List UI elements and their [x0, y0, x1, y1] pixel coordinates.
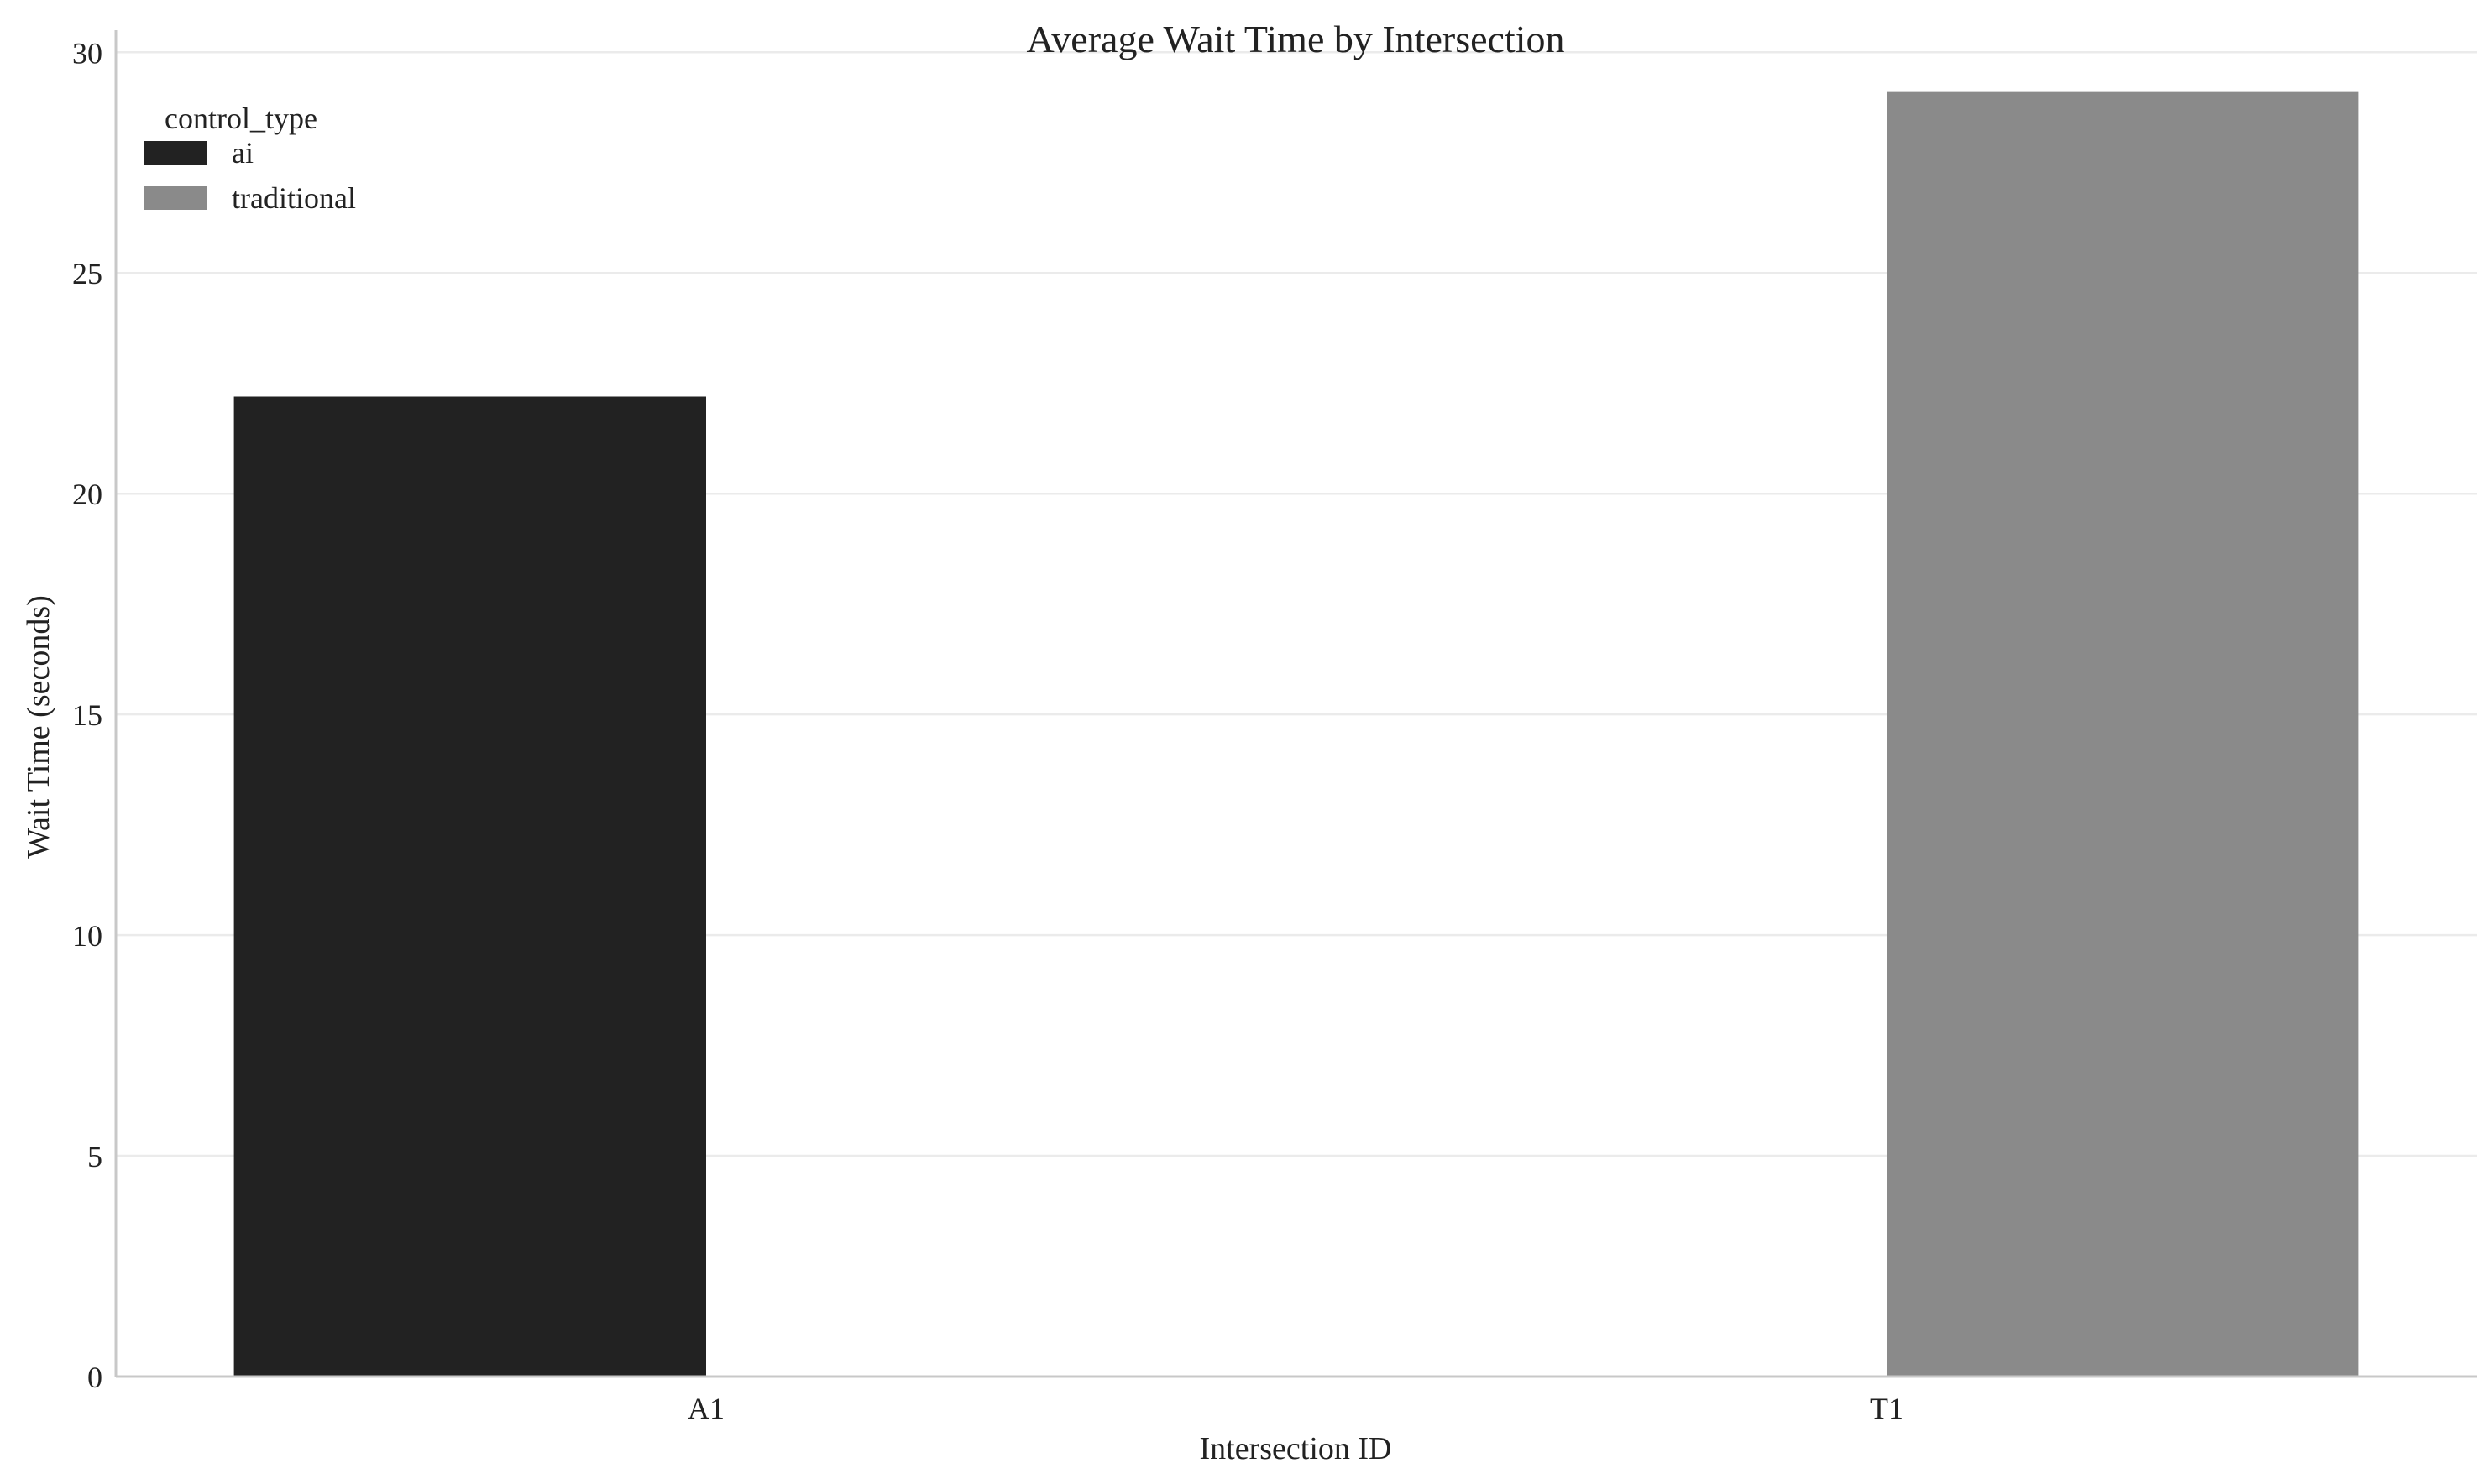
y-tick-label: 5 [87, 1140, 102, 1173]
bar-ai-A1 [233, 396, 707, 1377]
y-axis-label: Wait Time (seconds) [21, 595, 56, 859]
x-tick-label: A1 [688, 1392, 725, 1425]
bar-traditional-T1 [1887, 91, 2359, 1377]
y-tick-label: 0 [87, 1361, 102, 1394]
legend-swatch [144, 186, 207, 210]
x-tick-labels: A1 T1 [688, 1392, 1903, 1425]
y-tick-label: 20 [72, 478, 102, 511]
x-axis-label: Intersection ID [1200, 1431, 1392, 1466]
legend-label: traditional [232, 181, 356, 215]
x-tick-label: T1 [1870, 1392, 1903, 1425]
legend-label: ai [232, 136, 254, 170]
legend-items: ai traditional [144, 136, 356, 215]
legend-swatch [144, 141, 207, 165]
y-tick-label: 10 [72, 919, 102, 953]
axes [114, 30, 2477, 1378]
y-tick-label: 30 [72, 36, 102, 70]
y-tick-labels: 0 5 10 15 20 25 30 [72, 36, 102, 1394]
legend: control_type ai traditional [144, 102, 356, 215]
legend-title: control_type [165, 102, 317, 135]
y-tick-label: 15 [72, 698, 102, 732]
chart-title: Average Wait Time by Intersection [1026, 18, 1564, 60]
bars [233, 91, 2359, 1377]
y-tick-label: 25 [72, 257, 102, 290]
